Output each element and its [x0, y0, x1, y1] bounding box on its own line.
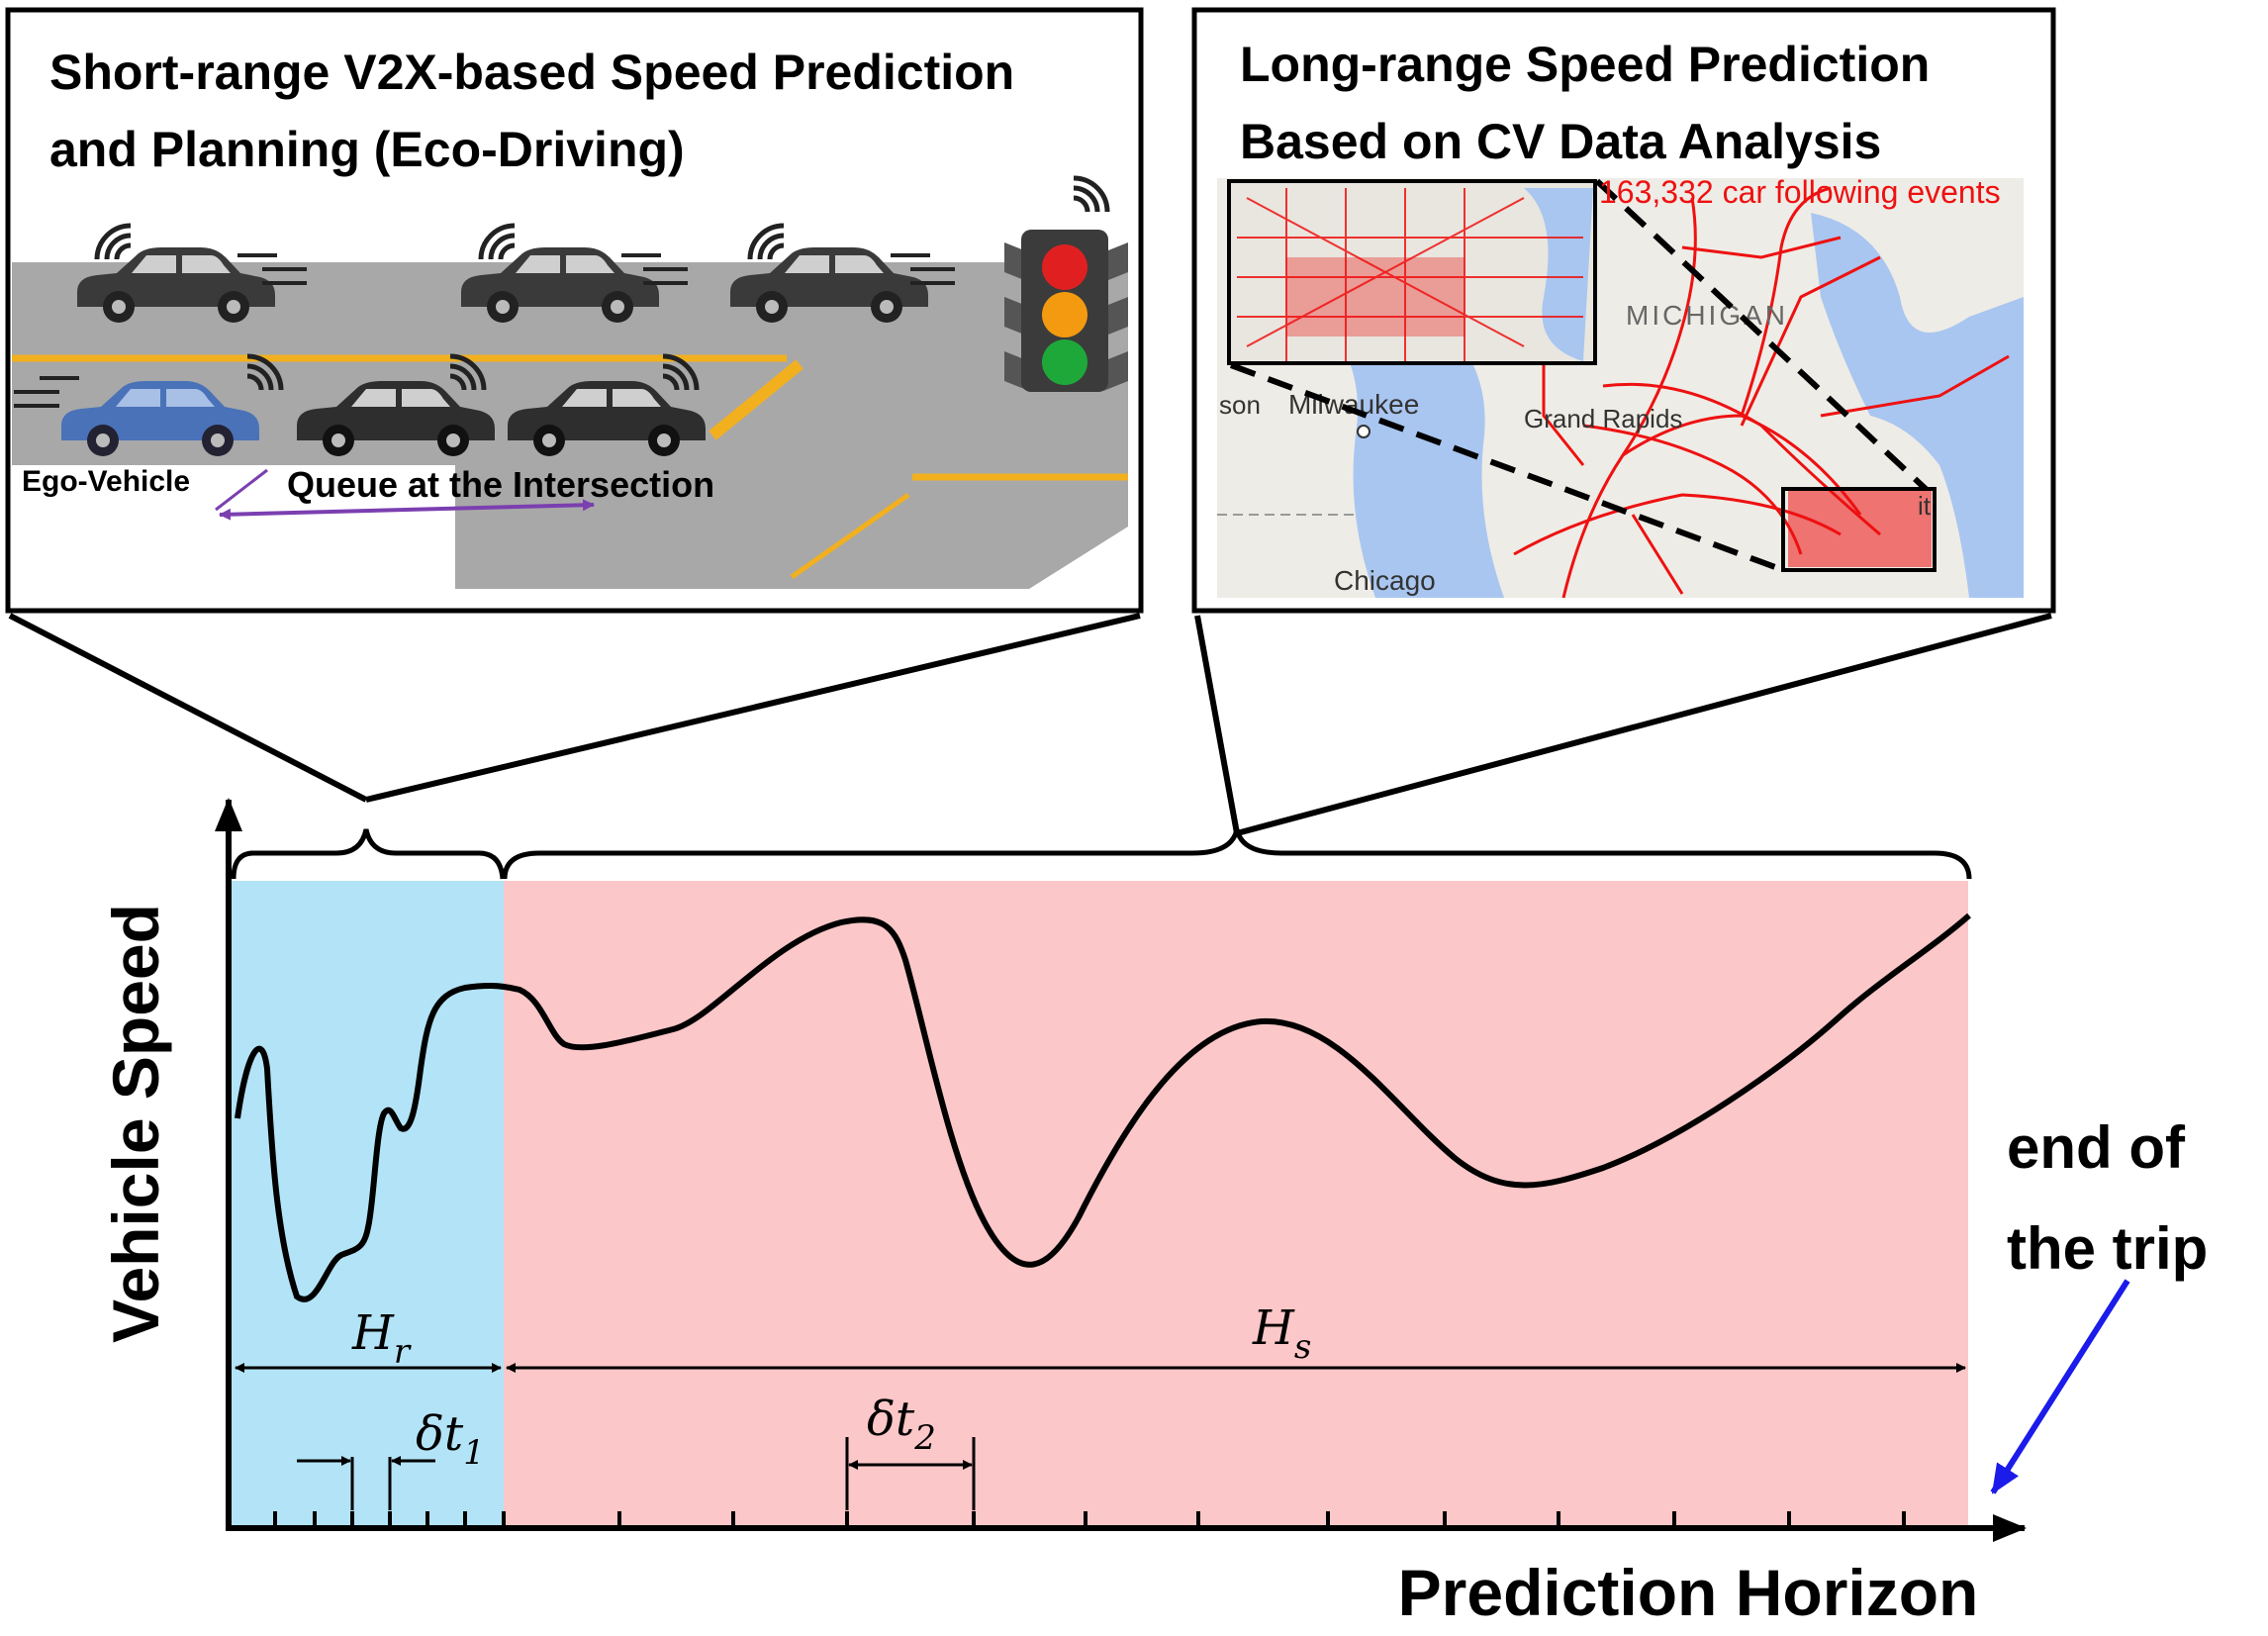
dt1-label: δt1 [416, 1406, 485, 1473]
v2x-signal-icon-1 [94, 223, 132, 260]
car-top-3 [730, 247, 928, 323]
callout-lines [8, 613, 2052, 836]
short-range-title-line1: Short-range V2X-based Speed Prediction [49, 45, 1014, 100]
vehicle-speed-curve [235, 913, 1971, 1302]
v2x-signal-icon-5 [449, 353, 487, 391]
map-label-michigan: MICHIGAN [1626, 300, 1788, 331]
events-count-label: 163,332 car following events [1599, 174, 2001, 210]
v2x-signal-icon-7 [1073, 175, 1110, 213]
v2x-signal-icon-4 [246, 353, 284, 391]
inset-connector-top [1594, 178, 1929, 492]
queue-car-1 [297, 381, 495, 456]
car-following-routes [1513, 186, 2010, 598]
queue-label: Queue at the Intersection [287, 464, 714, 505]
dt2-label: δt2 [867, 1392, 936, 1458]
long-range-title-line1: Long-range Speed Prediction [1240, 37, 1930, 92]
hr-label: Hr [351, 1305, 412, 1372]
short-range-title-line2: and Planning (Eco-Driving) [49, 122, 685, 177]
motion-lines [14, 253, 955, 408]
end-of-trip-label-line2: the trip [2007, 1215, 2208, 1282]
map-inset [1227, 179, 1597, 365]
v2x-signal-icon-6 [662, 353, 700, 391]
stop-line-near [709, 359, 803, 440]
long-range-title-line2: Based on CV Data Analysis [1240, 114, 1881, 169]
hs-label: Hs [1252, 1300, 1311, 1367]
cv-data-map: MICHIGAN Milwaukee Grand Rapids Chicago … [1217, 178, 2024, 598]
lane-line-diagonal [790, 492, 910, 580]
detroit-cluster [1788, 490, 1932, 567]
map-label-partial-left: son [1219, 390, 1261, 420]
x-axis-label: Prediction Horizon [1398, 1556, 1979, 1629]
long-range-panel: Long-range Speed Prediction Based on CV … [1191, 7, 2056, 614]
traffic-light-icon [1004, 230, 1128, 392]
end-of-trip-label-line1: end of [2007, 1114, 2186, 1181]
lake-michigan [1326, 327, 1504, 598]
short-range-panel: Short-range V2X-based Speed Prediction a… [5, 7, 1144, 614]
x-axis-ticks [273, 1511, 1906, 1528]
map-label-partial-right: it [1918, 491, 1932, 521]
dt2-marker [845, 1437, 976, 1510]
queue-car-2 [508, 381, 706, 456]
detroit-box [1781, 487, 1937, 572]
inset-connector-bottom [1229, 362, 1785, 573]
ego-vehicle-car [61, 381, 259, 456]
v2x-signal-icon-2 [478, 223, 516, 260]
car-top-1 [77, 247, 275, 323]
v2x-signal-icon-3 [747, 223, 785, 260]
speed-plot: Hr Hs δt1 δt2 Vehicle Speed Prediction H… [99, 798, 2208, 1629]
short-range-brace [231, 828, 506, 880]
long-range-region [504, 881, 1968, 1526]
end-of-trip-arrow [1990, 1279, 2130, 1494]
ego-vehicle-label: Ego-Vehicle [22, 465, 190, 498]
queue-length-arrow [219, 499, 595, 521]
map-label-grand-rapids: Grand Rapids [1524, 404, 1682, 433]
y-axis-label: Vehicle Speed [99, 904, 172, 1343]
long-range-brace [502, 828, 1972, 880]
car-top-2 [461, 247, 659, 323]
dt1-marker [297, 1456, 435, 1510]
map-label-chicago: Chicago [1334, 565, 1436, 596]
lake-huron [1811, 213, 2024, 598]
